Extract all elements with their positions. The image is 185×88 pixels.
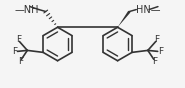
Text: F: F (18, 57, 23, 66)
Text: —NH: —NH (14, 5, 39, 15)
Text: F: F (158, 47, 163, 56)
Text: F: F (16, 35, 21, 44)
Polygon shape (118, 11, 130, 27)
Text: F: F (12, 47, 17, 56)
Text: F: F (154, 35, 159, 44)
Text: HN—: HN— (136, 5, 161, 15)
Text: F: F (152, 57, 157, 66)
